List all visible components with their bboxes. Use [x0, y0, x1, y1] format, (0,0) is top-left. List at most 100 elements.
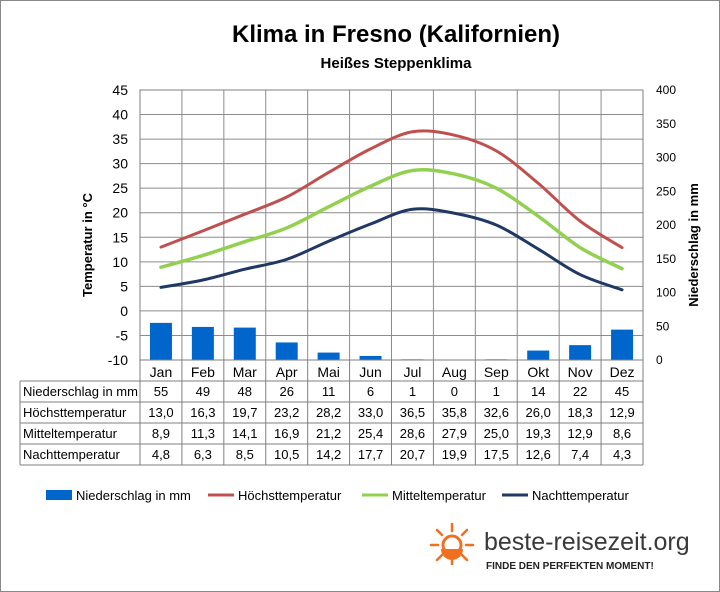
table-cell: 20,7: [400, 447, 425, 462]
precipitation-bar: [611, 329, 634, 360]
table-row-label: Mitteltemperatur: [23, 426, 118, 441]
y-right-tick-label: 150: [656, 252, 676, 266]
table-cell: 6,3: [194, 447, 212, 462]
y-left-tick-label: -10: [108, 352, 128, 368]
chart-subtitle: Heißes Steppenklima: [321, 55, 473, 72]
x-tick-label: Jul: [404, 364, 422, 380]
y-right-tick-label: 50: [656, 319, 670, 333]
table-cell: 12,9: [609, 405, 634, 420]
x-tick-label: Feb: [191, 364, 215, 380]
brand-tagline: FINDE DEN PERFEKTEN MOMENT!: [486, 561, 654, 572]
table-cell: 28,2: [316, 405, 341, 420]
table-cell: 32,6: [484, 405, 509, 420]
brand-name: beste-reisezeit.org: [484, 528, 690, 556]
table-cell: 14: [531, 384, 545, 399]
y-left-tick-label: 30: [112, 156, 128, 172]
y-axis-right-label: Niederschlag in mm: [686, 183, 701, 307]
sun-icon: [429, 522, 475, 566]
x-tick-label: Nov: [568, 364, 593, 380]
table-cell: 7,4: [571, 447, 589, 462]
table-cell: 1: [409, 384, 416, 399]
precipitation-bar: [275, 342, 298, 360]
y-left-tick-label: 25: [112, 180, 128, 196]
precipitation-bars: [149, 322, 634, 360]
y-right-tick-label: 250: [656, 184, 676, 198]
table-cell: 16,3: [190, 405, 215, 420]
y-left-tick-label: 35: [112, 131, 128, 147]
table-cell: 18,3: [567, 405, 592, 420]
y-right-tick-label: 350: [656, 117, 676, 131]
x-tick-label: Mai: [317, 364, 340, 380]
table-cell: 28,6: [400, 426, 425, 441]
table-cell: 4,8: [152, 447, 170, 462]
y-left-tick-label: 45: [112, 82, 128, 98]
x-tick-label: Aug: [442, 364, 467, 380]
table-cell: 17,5: [484, 447, 509, 462]
night-temp-line: [159, 207, 624, 292]
precipitation-bar: [569, 345, 592, 360]
table-cell: 19,9: [442, 447, 467, 462]
table-cell: 19,7: [232, 405, 257, 420]
x-tick-label: Dez: [610, 364, 635, 380]
brand-logo[interactable]: beste-reisezeit.org FINDE DEN PERFEKTEN …: [429, 522, 690, 572]
y-right-tick-label: 0: [656, 353, 663, 367]
table-cell: 14,1: [232, 426, 257, 441]
table-cell: 12,6: [526, 447, 551, 462]
table-cell: 19,3: [526, 426, 551, 441]
legend-label: Höchsttemperatur: [238, 488, 342, 503]
table-row-label: Höchsttemperatur: [23, 405, 127, 420]
mean-temp-line: [159, 168, 624, 271]
table-cell: 22: [573, 384, 587, 399]
table-cell: 23,2: [274, 405, 299, 420]
max-temp-line: [159, 129, 624, 250]
y-left-tick-label: -5: [116, 327, 129, 343]
legend-label: Nachttemperatur: [532, 488, 629, 503]
precipitation-bar: [527, 350, 550, 360]
table-cell: 45: [615, 384, 629, 399]
table-cell: 27,9: [442, 426, 467, 441]
table-cell: 8,9: [152, 426, 170, 441]
table-row-label: Nachttemperatur: [23, 447, 120, 462]
table-cell: 17,7: [358, 447, 383, 462]
precipitation-bar: [317, 352, 340, 360]
precipitation-bar: [359, 355, 382, 360]
temperature-lines: [159, 129, 624, 292]
table-cell: 14,2: [316, 447, 341, 462]
table-cell: 25,0: [484, 426, 509, 441]
table-cell: 26: [279, 384, 293, 399]
data-table: Jan Feb Mar Apr Mai Jun Jul Aug Sep Okt Nov Dez Nied…: [19, 360, 644, 466]
table-cell: 26,0: [526, 405, 551, 420]
table-cell: 55: [154, 384, 168, 399]
table-cell: 8,5: [236, 447, 254, 462]
table-cell: 33,0: [358, 405, 383, 420]
table-cell: 12,9: [567, 426, 592, 441]
table-row-label: Niederschlag in mm: [23, 384, 138, 399]
table-cell: 1: [493, 384, 500, 399]
table-cell: 11,3: [191, 426, 215, 441]
y-left-tick-label: 15: [112, 229, 128, 245]
y-right-tick-label: 300: [656, 151, 676, 165]
table-cell: 25,4: [358, 426, 383, 441]
y-axis-left-label: Temperatur in °C: [80, 192, 95, 297]
precipitation-bar: [233, 327, 256, 360]
table-cell: 36,5: [400, 405, 425, 420]
table-cell: 10,5: [274, 447, 299, 462]
table-cell: 0: [451, 384, 458, 399]
y-left-tick-label: 0: [120, 303, 128, 319]
chart-title: Klima in Fresno (Kalifornien): [232, 21, 560, 48]
precipitation-bar: [191, 326, 214, 360]
legend-swatch-precipitation: [46, 490, 72, 500]
x-tick-label: Jun: [359, 364, 382, 380]
x-tick-label: Apr: [276, 364, 298, 380]
legend-label: Mitteltemperatur: [392, 488, 487, 503]
y-right-tick-label: 100: [656, 286, 676, 300]
precipitation-bar: [149, 322, 172, 360]
x-tick-label: Mar: [233, 364, 257, 380]
legend-label: Niederschlag in mm: [76, 488, 191, 503]
table-cell: 8,6: [613, 426, 631, 441]
axes: 454035302520151050-5-1040035030025020015…: [108, 82, 677, 368]
table-cell: 6: [367, 384, 374, 399]
legend: Niederschlag in mm Höchsttemperatur Mittel…: [46, 488, 629, 503]
y-left-tick-label: 20: [112, 205, 128, 221]
